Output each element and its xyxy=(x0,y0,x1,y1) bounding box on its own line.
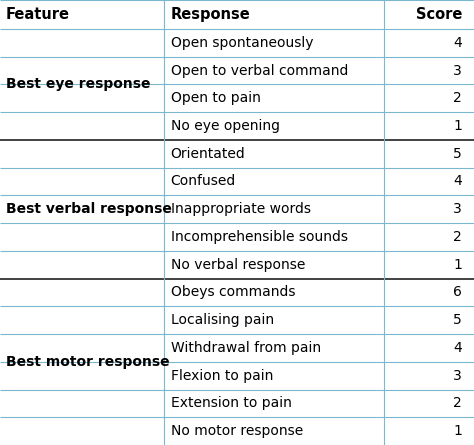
Text: 6: 6 xyxy=(453,285,462,299)
Text: Best motor response: Best motor response xyxy=(6,355,169,369)
Text: Confused: Confused xyxy=(171,174,236,189)
Text: 2: 2 xyxy=(454,396,462,410)
Text: 2: 2 xyxy=(454,91,462,105)
Text: 4: 4 xyxy=(454,341,462,355)
Text: Response: Response xyxy=(171,7,250,22)
Text: 5: 5 xyxy=(454,313,462,327)
Text: No verbal response: No verbal response xyxy=(171,258,305,272)
Text: Open to verbal command: Open to verbal command xyxy=(171,64,348,77)
Text: Orientated: Orientated xyxy=(171,147,246,161)
Text: 2: 2 xyxy=(454,230,462,244)
Text: 4: 4 xyxy=(454,174,462,189)
Text: Best eye response: Best eye response xyxy=(6,77,150,91)
Text: Localising pain: Localising pain xyxy=(171,313,274,327)
Text: 4: 4 xyxy=(454,36,462,50)
Text: Incomprehensible sounds: Incomprehensible sounds xyxy=(171,230,347,244)
Text: Inappropriate words: Inappropriate words xyxy=(171,202,310,216)
Text: Withdrawal from pain: Withdrawal from pain xyxy=(171,341,321,355)
Text: 3: 3 xyxy=(454,202,462,216)
Text: 5: 5 xyxy=(454,147,462,161)
Text: 3: 3 xyxy=(454,368,462,383)
Text: Extension to pain: Extension to pain xyxy=(171,396,292,410)
Text: 3: 3 xyxy=(454,64,462,77)
Text: Obeys commands: Obeys commands xyxy=(171,285,295,299)
Text: Feature: Feature xyxy=(6,7,70,22)
Text: Open to pain: Open to pain xyxy=(171,91,261,105)
Text: No eye opening: No eye opening xyxy=(171,119,280,133)
Text: 1: 1 xyxy=(453,424,462,438)
Text: 1: 1 xyxy=(453,119,462,133)
Text: Best verbal response: Best verbal response xyxy=(6,202,172,216)
Text: Flexion to pain: Flexion to pain xyxy=(171,368,273,383)
Text: No motor response: No motor response xyxy=(171,424,303,438)
Text: Score: Score xyxy=(416,7,462,22)
Text: Open spontaneously: Open spontaneously xyxy=(171,36,313,50)
Text: 1: 1 xyxy=(453,258,462,272)
